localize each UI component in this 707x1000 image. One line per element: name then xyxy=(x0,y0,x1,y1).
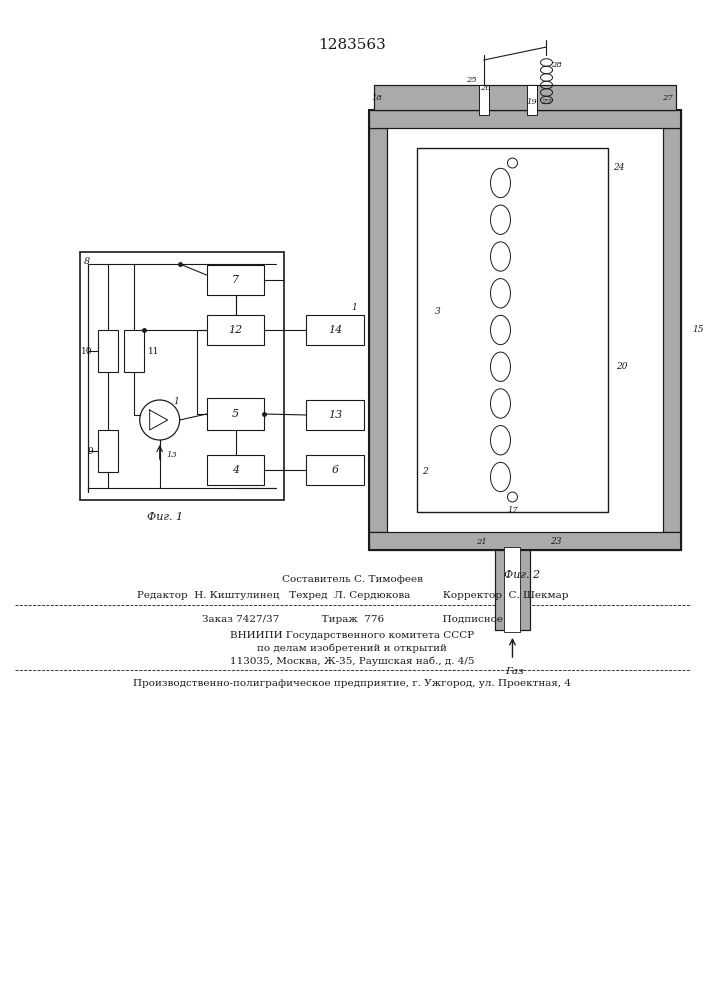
Text: Газ: Газ xyxy=(505,668,524,676)
Bar xyxy=(80,252,284,500)
Text: Редактор  Н. Киштулинец   Техред  Л. Сердюкова          Корректор  С. Шекмар: Редактор Н. Киштулинец Техред Л. Сердюко… xyxy=(136,590,568,599)
Text: 19: 19 xyxy=(526,98,537,106)
Text: 28: 28 xyxy=(551,61,562,69)
Bar xyxy=(306,315,364,345)
Bar xyxy=(369,110,681,550)
Bar xyxy=(98,430,118,472)
Text: 3: 3 xyxy=(435,307,441,316)
Text: 6: 6 xyxy=(332,465,339,475)
Text: 18: 18 xyxy=(372,94,382,102)
Text: 13: 13 xyxy=(167,451,177,459)
Text: 5: 5 xyxy=(232,409,239,419)
Bar xyxy=(206,315,264,345)
Bar xyxy=(369,110,681,128)
Text: 10: 10 xyxy=(81,347,93,356)
Bar xyxy=(124,330,144,372)
Bar xyxy=(306,455,364,485)
Text: 8: 8 xyxy=(84,257,90,266)
Text: 25: 25 xyxy=(467,76,477,84)
Text: +: + xyxy=(146,412,155,422)
Bar xyxy=(417,148,608,512)
Text: 13: 13 xyxy=(328,410,342,420)
Text: 14: 14 xyxy=(328,325,342,335)
Text: Производственно-полиграфическое предприятие, г. Ужгород, ул. Проектная, 4: Производственно-полиграфическое предприя… xyxy=(134,678,571,688)
Bar xyxy=(369,128,387,532)
Bar xyxy=(495,550,530,630)
Bar xyxy=(206,455,264,485)
Text: 1: 1 xyxy=(351,304,357,312)
Bar xyxy=(374,85,676,110)
Bar xyxy=(369,532,681,550)
Text: 9: 9 xyxy=(87,446,93,456)
Text: Составитель С. Тимофеев: Составитель С. Тимофеев xyxy=(282,576,423,584)
Text: 2: 2 xyxy=(422,468,428,477)
Text: 2: 2 xyxy=(153,417,158,425)
Bar xyxy=(374,85,676,110)
Text: 11: 11 xyxy=(148,347,159,356)
Text: 1283563: 1283563 xyxy=(318,38,386,52)
Text: 22: 22 xyxy=(541,98,552,106)
Text: 26: 26 xyxy=(481,84,491,92)
Bar xyxy=(369,532,681,550)
Text: 17: 17 xyxy=(507,506,518,514)
Circle shape xyxy=(508,158,518,168)
Text: 21: 21 xyxy=(477,538,487,546)
Bar xyxy=(206,265,264,295)
Text: Фиг. 1: Фиг. 1 xyxy=(146,512,182,522)
Text: 24: 24 xyxy=(613,163,624,172)
Text: Заказ 7427/37             Тираж  776                  Подписное: Заказ 7427/37 Тираж 776 Подписное xyxy=(201,615,503,624)
Text: 1: 1 xyxy=(174,397,180,406)
Text: 12: 12 xyxy=(228,325,243,335)
Text: ВНИИПИ Государственного комитета СССР: ВНИИПИ Государственного комитета СССР xyxy=(230,631,474,640)
Text: 27: 27 xyxy=(662,94,672,102)
Bar xyxy=(306,400,364,430)
Text: Фиг. 2: Фиг. 2 xyxy=(504,570,541,580)
Circle shape xyxy=(140,400,180,440)
Circle shape xyxy=(508,492,518,502)
Bar xyxy=(505,547,520,632)
Bar xyxy=(662,128,681,532)
Text: по делам изобретений и открытий: по делам изобретений и открытий xyxy=(257,643,448,653)
Text: 4: 4 xyxy=(232,465,239,475)
Bar xyxy=(369,128,387,532)
Text: 20: 20 xyxy=(616,362,627,371)
Bar xyxy=(495,550,530,630)
Bar xyxy=(206,398,264,430)
Text: 15: 15 xyxy=(693,326,704,334)
Bar xyxy=(662,128,681,532)
Text: 3о: 3о xyxy=(160,417,170,425)
Bar xyxy=(527,85,537,115)
Bar xyxy=(98,330,118,372)
Text: 23: 23 xyxy=(550,538,561,546)
Bar xyxy=(369,110,681,128)
Bar xyxy=(479,85,489,115)
Text: 7: 7 xyxy=(232,275,239,285)
Text: 113035, Москва, Ж-35, Раушская наб., д. 4/5: 113035, Москва, Ж-35, Раушская наб., д. … xyxy=(230,656,474,666)
